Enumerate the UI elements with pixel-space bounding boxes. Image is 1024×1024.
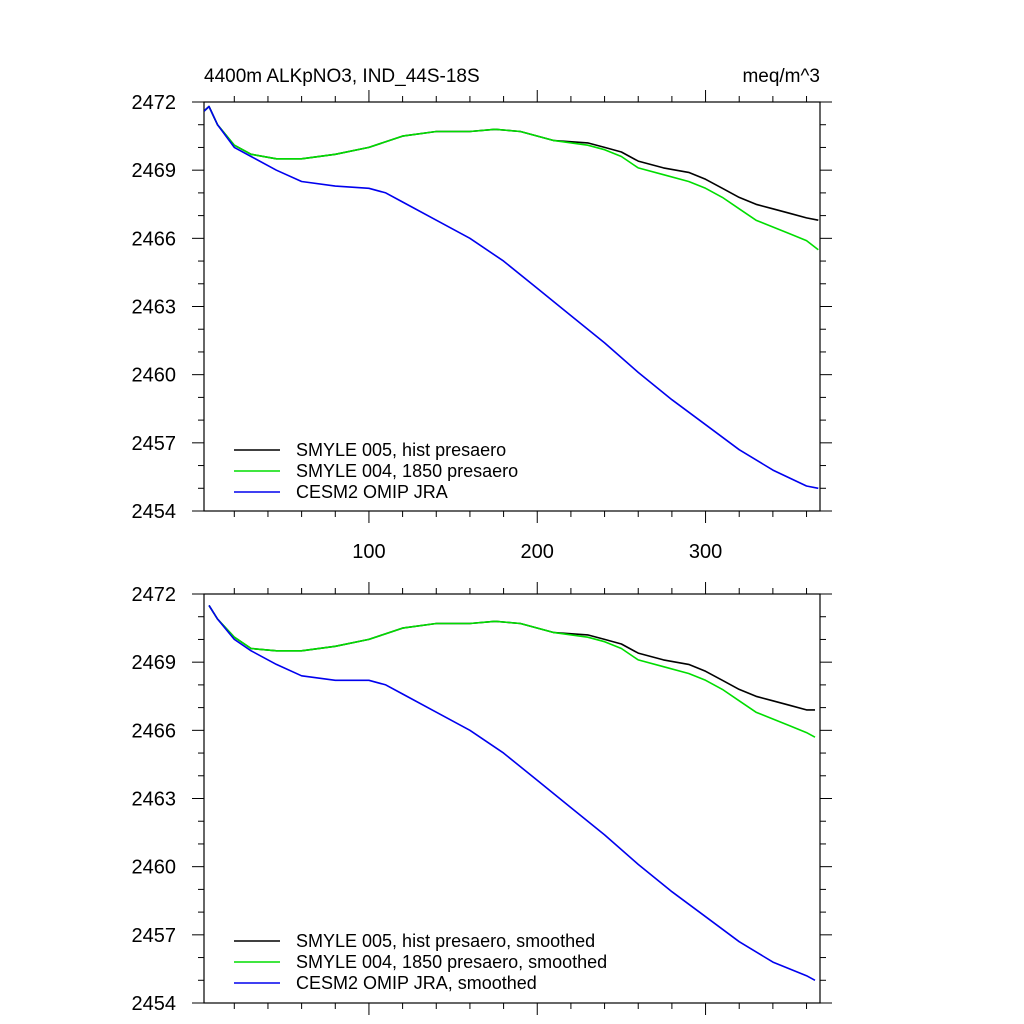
series-line-1: [204, 105, 819, 221]
y-tick-label: 2469: [132, 652, 177, 674]
series-line-3: [208, 604, 816, 982]
legend-label-1: SMYLE 005, hist presaero, smoothed: [296, 931, 595, 951]
y-tick-label: 2469: [132, 160, 177, 182]
y-tick-label: 2460: [132, 857, 177, 879]
y-tick-label: 2463: [132, 297, 177, 319]
series-line-1: [208, 604, 815, 711]
chart-title-right: meq/m^3: [742, 66, 820, 87]
series-line-2: [208, 604, 816, 738]
y-tick-label: 2472: [132, 92, 177, 114]
legend-label-2: SMYLE 004, 1850 presaero, smoothed: [296, 952, 607, 972]
series-line-3: [204, 105, 819, 490]
y-tick-label: 2466: [132, 720, 177, 742]
legend-label-2: SMYLE 004, 1850 presaero: [296, 461, 518, 481]
x-tick-label: 100: [352, 541, 385, 563]
legend-label-1: SMYLE 005, hist presaero: [296, 440, 506, 460]
y-tick-label: 2457: [132, 925, 177, 947]
chart-panel-1: 2454 2457 2460 2463 2466 2469 2472 100 200 300 440…: [132, 66, 832, 563]
y-tick-label: 2454: [132, 993, 177, 1015]
chart-title-left: 4400m ALKpNO3, IND_44S-18S: [204, 66, 480, 87]
x-tick-label: 300: [689, 541, 722, 563]
x-tick-label: 200: [521, 541, 554, 563]
y-tick-label: 2460: [132, 365, 177, 387]
chart-panel-2: 2454 2457 2460 2463 2466 2469 2472 SMYLE 005, h…: [132, 582, 832, 1015]
y-tick-label: 2454: [132, 501, 177, 523]
y-tick-label: 2466: [132, 228, 177, 250]
y-tick-label: 2457: [132, 433, 177, 455]
legend-label-3: CESM2 OMIP JRA: [296, 482, 448, 502]
y-tick-label: 2472: [132, 584, 177, 606]
legend-label-3: CESM2 OMIP JRA, smoothed: [296, 973, 537, 993]
series-line-2: [204, 105, 819, 251]
y-tick-label: 2463: [132, 789, 177, 811]
